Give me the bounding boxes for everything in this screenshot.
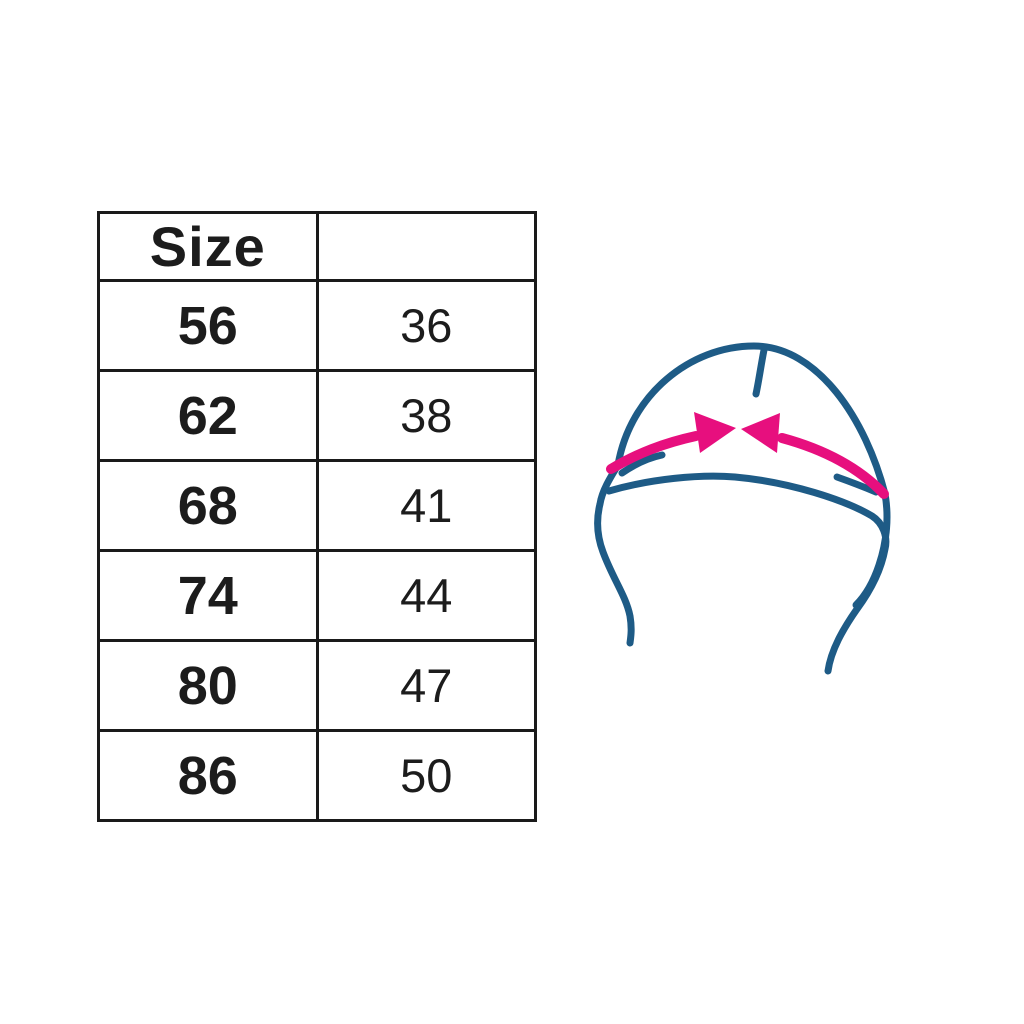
size-column-header: Size: [97, 211, 319, 282]
measurement-cell: 38: [315, 369, 537, 462]
size-cell: 68: [97, 459, 319, 552]
size-cell: 86: [97, 729, 319, 822]
table-row: 56 36: [97, 279, 537, 372]
measure-arrow-left-head: [694, 412, 736, 453]
size-table: Size 56 36 62 38 68 41 74 44 80: [97, 211, 537, 822]
measurement-cell: 36: [315, 279, 537, 372]
hat-right-accent-line: [833, 473, 880, 496]
table-row: 62 38: [97, 369, 537, 462]
table-row: 74 44: [97, 549, 537, 642]
measure-arrow-right-head: [741, 413, 780, 453]
measure-arrow-right-shaft: [777, 433, 889, 499]
table-header-row: Size: [97, 211, 537, 282]
hat-left-accent-line: [618, 451, 666, 477]
measurement-cell: 47: [315, 639, 537, 732]
size-cell: 56: [97, 279, 319, 372]
hat-band-outline: [605, 472, 890, 675]
hat-right-tie: [852, 490, 891, 609]
hat-measurement-illustration-icon: [594, 342, 891, 675]
measurement-cell: 44: [315, 549, 537, 642]
hat-crown-outline: [614, 342, 889, 498]
hat-top-seam-line: [752, 346, 768, 398]
measurement-cell: 50: [315, 729, 537, 822]
measure-arrow-left-shaft: [606, 431, 701, 474]
measurement-column-header: [315, 211, 537, 282]
size-cell: 62: [97, 369, 319, 462]
table-row: 80 47: [97, 639, 537, 732]
size-cell: 80: [97, 639, 319, 732]
size-cell: 74: [97, 549, 319, 642]
table-row: 68 41: [97, 459, 537, 552]
table-row: 86 50: [97, 729, 537, 822]
measurement-cell: 41: [315, 459, 537, 552]
hat-left-tie: [594, 461, 635, 647]
